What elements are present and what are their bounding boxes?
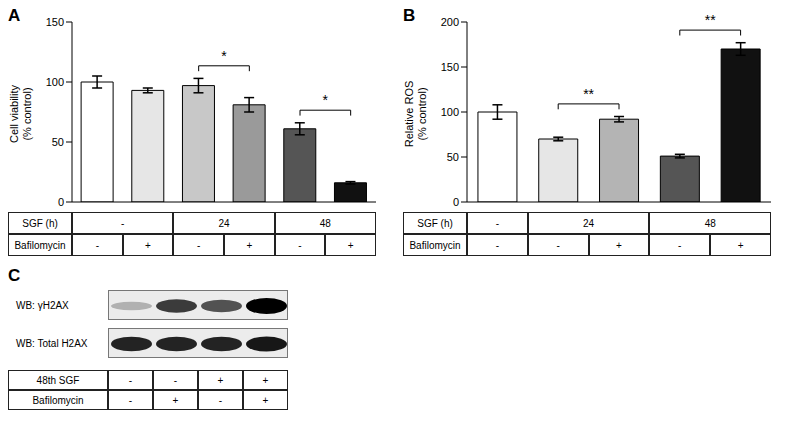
html-text:SGF (h): SGF (h)	[22, 217, 58, 229]
svg-text:50: 50	[52, 136, 64, 148]
svg-text:Cell viability(% control): Cell viability(% control)	[8, 84, 33, 143]
svg-text:0: 0	[453, 196, 459, 208]
html-text:WB: γH2AX: WB: γH2AX	[16, 299, 69, 311]
svg-text:200: 200	[441, 16, 459, 28]
svg-text:50: 50	[447, 151, 459, 163]
html-text:C: C	[8, 266, 21, 285]
html-text:24: 24	[583, 217, 595, 229]
svg-text:150: 150	[441, 61, 459, 73]
svg-text:100: 100	[441, 106, 459, 118]
html-text:24: 24	[218, 217, 230, 229]
html-text:48: 48	[319, 217, 331, 229]
svg-text:100: 100	[46, 76, 64, 88]
svg-text:Relative ROS(% control): Relative ROS(% control)	[403, 81, 428, 148]
html-text:Bafilomycin: Bafilomycin	[14, 239, 66, 251]
html-text:48th SGF: 48th SGF	[36, 374, 80, 386]
svg-text:**: **	[705, 12, 716, 28]
html-text:WB: Total H2AX: WB: Total H2AX	[16, 337, 88, 349]
svg-text:*: *	[323, 92, 329, 108]
svg-text:*: *	[221, 48, 227, 64]
svg-text:0: 0	[58, 196, 64, 208]
html-text:SGF (h): SGF (h)	[417, 217, 453, 229]
html-text:48: 48	[704, 217, 716, 229]
svg-text:**: **	[583, 86, 594, 102]
html-text:B: B	[403, 6, 416, 25]
html-text:Bafilomycin: Bafilomycin	[409, 239, 461, 251]
html-text:Bafilomycin: Bafilomycin	[32, 394, 84, 406]
html-text:A: A	[8, 6, 21, 25]
svg-text:150: 150	[46, 16, 64, 28]
